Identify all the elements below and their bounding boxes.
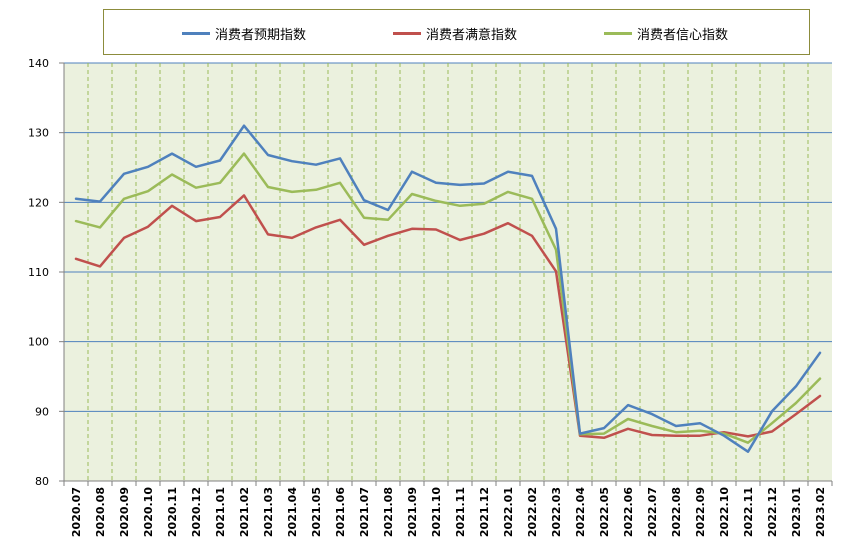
y-tick-label: 100 — [28, 336, 49, 349]
x-tick-label: 2021.05 — [310, 487, 323, 537]
x-tick-label: 2022.09 — [694, 487, 707, 537]
legend-swatch-expectation — [182, 31, 210, 35]
x-tick-label: 2022.07 — [646, 487, 659, 537]
x-tick-label: 2021.07 — [358, 487, 371, 537]
x-tick-label: 2022.01 — [502, 487, 515, 537]
legend-item-satisfaction: 消费者满意指数 — [393, 10, 517, 56]
y-tick-label: 110 — [28, 266, 49, 279]
legend-label-expectation: 消费者预期指数 — [215, 27, 307, 43]
x-axis-tick-labels: 2020.07 2020.08 2020.09 2020.10 2020.11 2020.… — [70, 487, 827, 537]
series-line-2 — [74, 152, 822, 444]
legend: 消费者预期指数 消费者满意指数 消费者信心指数 — [103, 9, 810, 55]
x-tick-label: 2020.09 — [118, 487, 131, 537]
legend-swatch-confidence — [604, 31, 632, 35]
x-tick-label: 2021.11 — [454, 487, 467, 537]
legend-item-expectation: 消费者预期指数 — [182, 10, 306, 56]
x-tick-label: 2022.11 — [742, 487, 755, 537]
y-tick-label: 80 — [35, 475, 49, 488]
y-tick-label: 120 — [28, 196, 49, 209]
x-tick-label: 2023.02 — [814, 487, 827, 537]
x-tick-label: 2022.03 — [550, 487, 563, 537]
x-tick-label: 2021.08 — [382, 487, 395, 537]
x-tick-label: 2021.12 — [478, 487, 491, 537]
x-tick-label: 2021.04 — [286, 487, 299, 537]
x-tick-label: 2020.12 — [190, 487, 203, 537]
x-tick-label: 2020.11 — [166, 487, 179, 537]
x-tick-label: 2021.02 — [238, 487, 251, 537]
x-tick-label: 2021.09 — [406, 487, 419, 537]
y-tick-label: 140 — [28, 57, 49, 70]
x-tick-label: 2022.12 — [766, 487, 779, 537]
x-tick-label: 2022.04 — [574, 487, 587, 537]
x-tick-label: 2022.02 — [526, 487, 539, 537]
series-line-0 — [74, 124, 822, 453]
legend-swatch-satisfaction — [393, 31, 421, 35]
x-tick-label: 2020.07 — [70, 487, 83, 537]
legend-label-confidence: 消费者信心指数 — [637, 27, 729, 43]
axes — [59, 62, 833, 486]
series-line-1 — [74, 194, 822, 440]
x-tick-label: 2020.10 — [142, 487, 155, 537]
legend-label-satisfaction: 消费者满意指数 — [426, 27, 518, 43]
y-axis-tick-labels: 80 90 100 110 120 130 140 — [28, 57, 49, 488]
legend-item-confidence: 消费者信心指数 — [604, 10, 728, 56]
x-tick-label: 2020.08 — [94, 487, 107, 537]
x-tick-label: 2021.06 — [334, 487, 347, 537]
x-tick-label: 2022.05 — [598, 487, 611, 537]
y-tick-label: 130 — [28, 127, 49, 140]
series-lines — [74, 124, 822, 453]
x-tick-label: 2021.10 — [430, 487, 443, 537]
x-tick-label: 2022.08 — [670, 487, 683, 537]
x-tick-label: 2021.03 — [262, 487, 275, 537]
x-tick-label: 2021.01 — [214, 487, 227, 537]
x-tick-label: 2022.06 — [622, 487, 635, 537]
y-tick-label: 90 — [35, 405, 49, 418]
x-tick-label: 2023.01 — [790, 487, 803, 537]
x-tick-label: 2022.10 — [718, 487, 731, 537]
